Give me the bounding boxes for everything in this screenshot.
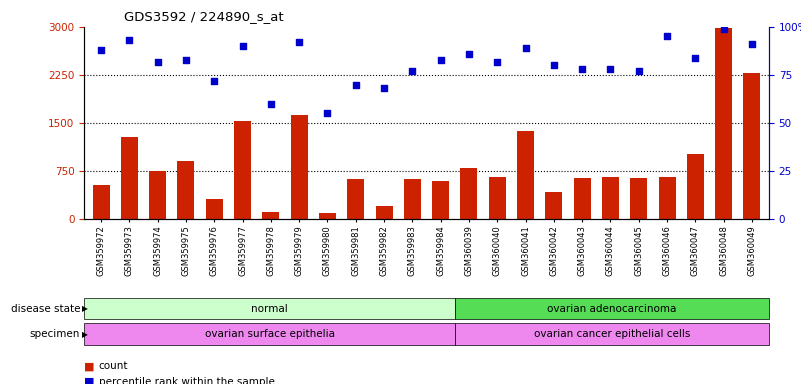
Point bbox=[264, 101, 277, 107]
Point bbox=[179, 56, 192, 63]
Point bbox=[519, 45, 532, 51]
Bar bbox=[348, 179, 364, 219]
Point bbox=[236, 43, 249, 49]
Point bbox=[576, 66, 589, 72]
Text: GDS3592 / 224890_s_at: GDS3592 / 224890_s_at bbox=[124, 10, 284, 23]
Point bbox=[632, 68, 645, 74]
Text: disease state: disease state bbox=[10, 303, 80, 314]
Bar bbox=[121, 137, 138, 219]
Bar bbox=[455, 323, 769, 345]
Point bbox=[661, 33, 674, 40]
Point bbox=[321, 110, 334, 116]
Point bbox=[406, 68, 419, 74]
Bar bbox=[319, 213, 336, 219]
Bar bbox=[715, 28, 732, 219]
Bar bbox=[658, 177, 675, 219]
Text: normal: normal bbox=[252, 303, 288, 314]
Point bbox=[462, 51, 475, 57]
Text: count: count bbox=[99, 361, 128, 371]
Bar bbox=[433, 181, 449, 219]
Text: ovarian adenocarcinoma: ovarian adenocarcinoma bbox=[547, 303, 677, 314]
Bar bbox=[687, 154, 704, 219]
Bar bbox=[517, 131, 534, 219]
Point bbox=[604, 66, 617, 72]
Point bbox=[123, 37, 136, 43]
Bar bbox=[84, 298, 455, 319]
Bar bbox=[574, 178, 590, 219]
Bar bbox=[291, 115, 308, 219]
Bar bbox=[602, 177, 619, 219]
Text: ▶: ▶ bbox=[82, 304, 87, 313]
Text: ovarian cancer epithelial cells: ovarian cancer epithelial cells bbox=[533, 329, 690, 339]
Point bbox=[208, 78, 221, 84]
Text: ovarian surface epithelia: ovarian surface epithelia bbox=[204, 329, 335, 339]
Text: percentile rank within the sample: percentile rank within the sample bbox=[99, 377, 275, 384]
Bar bbox=[743, 73, 760, 219]
Bar bbox=[206, 199, 223, 219]
Point bbox=[547, 62, 560, 68]
Point bbox=[689, 55, 702, 61]
Bar bbox=[455, 298, 769, 319]
Point bbox=[293, 39, 306, 45]
Point bbox=[349, 81, 362, 88]
Bar bbox=[461, 168, 477, 219]
Bar bbox=[545, 192, 562, 219]
Point bbox=[717, 26, 730, 32]
Point bbox=[95, 47, 107, 53]
Text: ■: ■ bbox=[84, 377, 95, 384]
Bar bbox=[234, 121, 251, 219]
Bar bbox=[149, 170, 166, 219]
Point bbox=[491, 58, 504, 65]
Text: ■: ■ bbox=[84, 361, 95, 371]
Bar bbox=[404, 179, 421, 219]
Bar bbox=[93, 185, 110, 219]
Point bbox=[151, 58, 164, 65]
Text: ▶: ▶ bbox=[82, 330, 87, 339]
Point bbox=[378, 85, 391, 91]
Point bbox=[746, 41, 759, 47]
Bar bbox=[263, 212, 280, 219]
Bar bbox=[178, 161, 195, 219]
Bar bbox=[489, 177, 505, 219]
Point bbox=[434, 56, 447, 63]
Text: specimen: specimen bbox=[30, 329, 80, 339]
Bar bbox=[630, 178, 647, 219]
Bar bbox=[84, 323, 455, 345]
Bar bbox=[376, 207, 392, 219]
